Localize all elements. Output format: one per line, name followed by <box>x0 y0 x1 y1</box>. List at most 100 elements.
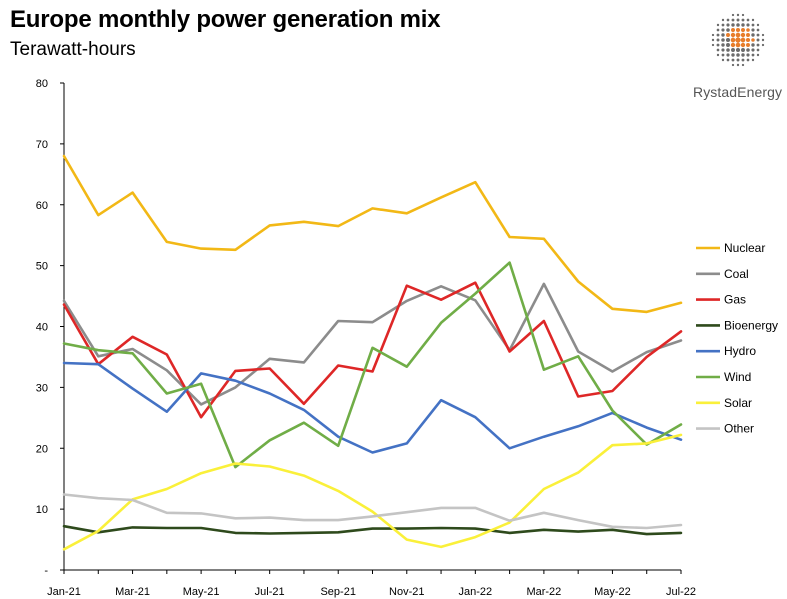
globe-dot <box>726 33 730 37</box>
y-tick-label: - <box>44 565 48 577</box>
legend-label-nuclear: Nuclear <box>724 241 765 255</box>
globe-dot <box>746 33 750 37</box>
series-line-other <box>62 493 683 530</box>
series-layer <box>62 154 683 551</box>
globe-dot <box>756 28 760 32</box>
globe-dot <box>761 33 765 37</box>
globe-dot <box>731 18 735 22</box>
globe-dot <box>751 28 755 32</box>
series-line-bioenergy <box>62 524 683 536</box>
globe-dot <box>745 37 751 43</box>
globe-dot <box>736 53 740 57</box>
globe-dot <box>751 18 755 22</box>
x-tick-label: Mar-21 <box>115 586 150 598</box>
legend-label-coal: Coal <box>724 267 749 281</box>
globe-dot <box>731 48 735 52</box>
series-line-coal <box>62 282 683 406</box>
series-hydro <box>62 361 683 454</box>
globe-dot <box>736 63 740 67</box>
series-solar <box>62 433 683 551</box>
globe-dot <box>735 27 741 33</box>
globe-dot <box>735 42 741 48</box>
y-tick-label: 80 <box>36 78 48 90</box>
y-tick-label: 50 <box>36 261 48 273</box>
series-line-hydro <box>62 361 683 454</box>
globe-dot <box>735 37 741 43</box>
globe-dot <box>756 38 760 42</box>
legend-label-wind: Wind <box>724 370 751 384</box>
globe-dot <box>741 58 745 62</box>
globe-dot <box>741 13 745 17</box>
globe-dot <box>751 53 755 57</box>
globe-dot <box>721 38 725 42</box>
globe-dot <box>721 23 725 27</box>
x-tick-label: May-22 <box>594 586 631 598</box>
series-line-gas <box>62 281 683 419</box>
globe-dot <box>721 48 725 52</box>
globe-dot <box>740 32 746 38</box>
globe-dot <box>756 33 760 37</box>
globe-dot <box>711 43 715 47</box>
globe-dot <box>756 48 760 52</box>
globe-dot <box>716 23 720 27</box>
x-tick-label: Jan-22 <box>459 586 493 598</box>
globe-dot <box>746 43 750 47</box>
y-tick-label: 20 <box>36 443 48 455</box>
legend-label-solar: Solar <box>724 396 752 410</box>
globe-dot <box>740 42 746 48</box>
y-tick-label: 60 <box>36 200 48 212</box>
globe-dot <box>751 43 755 47</box>
y-tick-label: 40 <box>36 322 48 334</box>
globe-dot <box>761 38 765 42</box>
globe-dot <box>730 42 736 48</box>
legend-label-gas: Gas <box>724 293 746 307</box>
series-coal <box>62 282 683 406</box>
globe-dot <box>746 28 750 32</box>
globe-dot <box>751 33 755 37</box>
globe-dot <box>726 18 730 22</box>
chart-legend: Nuclear Coal Gas Bioenergy Hydro Wind Solar Oth… <box>696 241 778 436</box>
globe-dot <box>726 53 730 57</box>
globe-dot <box>716 38 720 42</box>
globe-dot <box>716 28 720 32</box>
x-tick-label: Mar-22 <box>526 586 561 598</box>
globe-dot <box>741 23 745 27</box>
globe-dot <box>736 13 740 17</box>
globe-dot <box>736 23 740 27</box>
series-bioenergy <box>62 524 683 536</box>
globe-dot <box>716 53 720 57</box>
globe-dot <box>751 48 755 52</box>
globe-dot <box>746 48 750 52</box>
globe-dot <box>726 28 730 32</box>
globe-dot <box>731 58 735 62</box>
globe-dot <box>735 32 741 38</box>
series-other <box>62 493 683 530</box>
globe-dot <box>761 43 765 47</box>
chart-subtitle: Terawatt-hours <box>10 39 136 60</box>
globe-dot <box>751 58 755 62</box>
globe-dot <box>746 18 750 22</box>
legend-label-bioenergy: Bioenergy <box>724 318 778 332</box>
globe-dot <box>726 43 730 47</box>
globe-dot <box>726 48 730 52</box>
globe-dot <box>746 53 750 57</box>
globe-dot <box>741 28 745 32</box>
globe-dot <box>746 58 750 62</box>
legend-label-other: Other <box>724 422 754 436</box>
globe-dot <box>711 38 715 42</box>
globe-dot <box>731 28 735 32</box>
y-tick-label: 70 <box>36 139 48 151</box>
series-line-solar <box>62 433 683 551</box>
x-tick-label: May-21 <box>183 586 220 598</box>
globe-dot <box>751 23 755 27</box>
globe-dot <box>721 33 725 37</box>
x-tick-label: Nov-21 <box>389 586 424 598</box>
globe-dot <box>726 58 730 62</box>
globe-dot <box>731 63 735 67</box>
globe-dot <box>721 18 725 22</box>
x-tick-label: Sep-21 <box>320 586 355 598</box>
globe-dot <box>721 43 725 47</box>
globe-dot <box>756 43 760 47</box>
legend-label-hydro: Hydro <box>724 344 756 358</box>
